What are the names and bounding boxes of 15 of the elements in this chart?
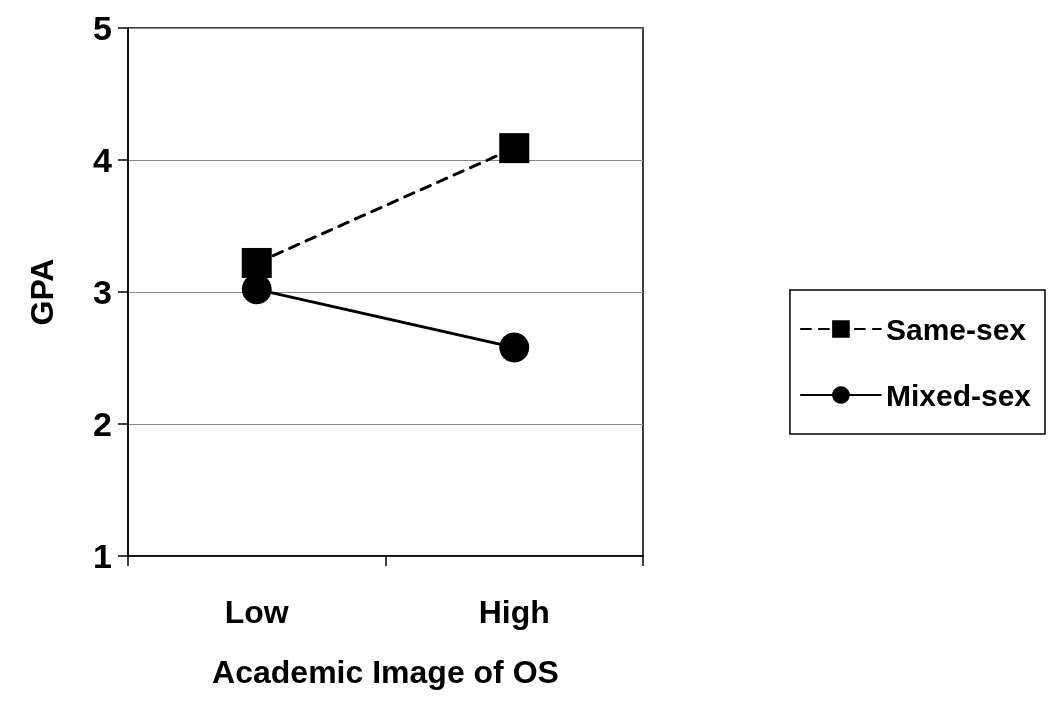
x-axis-title: Academic Image of OS [212, 654, 559, 690]
y-tick-label: 3 [93, 273, 112, 311]
point [241, 247, 272, 278]
point [241, 274, 272, 305]
point [499, 332, 530, 363]
y-tick-label: 4 [93, 141, 113, 179]
y-axis-title: GPA [24, 258, 60, 326]
y-tick-label: 5 [93, 9, 112, 47]
point [499, 133, 530, 164]
y-tick-label: 2 [93, 405, 112, 443]
legend-label: Mixed-sex [885, 378, 1032, 412]
x-tick-label: High [478, 594, 550, 630]
y-tick-label: 1 [93, 537, 112, 575]
x-tick-label: Low [224, 594, 289, 630]
legend-label: Same-sex [885, 312, 1027, 346]
